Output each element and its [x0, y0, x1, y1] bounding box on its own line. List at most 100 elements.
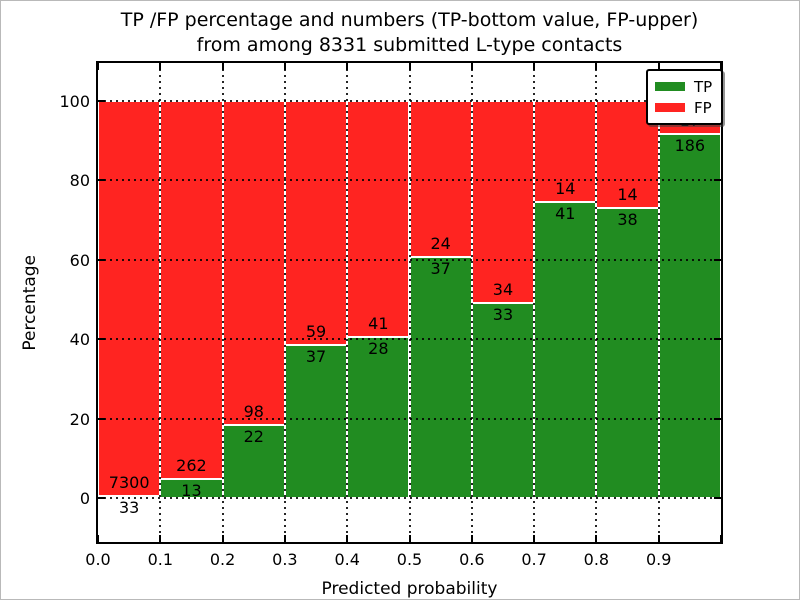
bar-count-label-tp: 33	[118, 498, 140, 517]
x-tick-label: 0.2	[209, 550, 236, 569]
x-tick-label: 0.3	[272, 550, 298, 569]
bar-count-label-tp: 37	[305, 347, 327, 366]
bar-segment-tp	[534, 202, 597, 498]
x-tick-mark	[221, 535, 224, 542]
x-tick-label: 0.9	[645, 550, 672, 569]
bar-count-label-fp: 262	[176, 456, 207, 476]
bar-count-label-fp: 24	[430, 234, 451, 254]
bar-count-label-fp: 14	[617, 184, 638, 204]
bar-segment-tp	[658, 134, 721, 498]
bar-count-label-tp: 28	[368, 338, 389, 358]
chart-title-line1: TP /FP percentage and numbers (TP-bottom…	[120, 9, 699, 31]
gridline-vertical	[657, 63, 660, 542]
chart-title: TP /FP percentage and numbers (TP-bottom…	[98, 8, 721, 58]
bar-count-label-fp: 14	[555, 179, 576, 199]
y-tick-mark-right	[714, 258, 721, 261]
y-tick-mark-right	[714, 338, 721, 341]
y-tick-mark	[98, 258, 105, 261]
bar-segment-tp	[409, 257, 472, 498]
x-tick-mark	[408, 535, 411, 542]
x-tick-mark-top	[470, 63, 473, 70]
x-tick-mark	[346, 535, 349, 542]
bar-segment-fp	[160, 101, 223, 480]
bar-count-label-fp: 98	[243, 402, 264, 422]
x-tick-mark	[657, 535, 660, 542]
bar-segment-tp	[284, 345, 348, 498]
y-tick-mark-right	[714, 179, 721, 182]
legend-label-fp: FP	[694, 98, 712, 117]
gridline-vertical	[470, 63, 473, 542]
y-tick-label: 0	[79, 489, 90, 508]
x-tick-mark-top	[533, 63, 536, 70]
gridline-vertical	[533, 63, 536, 542]
gridline-vertical	[346, 63, 349, 542]
bar-segment-fp	[347, 101, 410, 337]
gridline-vertical	[221, 63, 224, 542]
x-tick-label: 0.8	[583, 550, 610, 569]
y-tick-mark	[98, 497, 105, 499]
x-tick-mark	[595, 535, 598, 542]
y-tick-label: 80	[69, 171, 90, 191]
y-tick-mark	[98, 179, 105, 182]
x-axis-label: Predicted probability	[321, 579, 498, 599]
x-tick-mark-top	[346, 63, 349, 70]
x-tick-label: 0.7	[521, 550, 547, 569]
chart-title-line2: from among 8331 submitted L-type contact…	[196, 34, 623, 56]
y-tick-mark	[98, 338, 105, 341]
x-tick-label: 0.5	[396, 550, 423, 569]
bar-count-label-fp: 7300	[108, 473, 150, 492]
x-tick-mark-top	[283, 63, 286, 70]
y-tick-mark	[98, 417, 105, 420]
x-tick-label: 0.4	[334, 550, 360, 569]
y-tick-label: 40	[69, 330, 90, 350]
legend-swatch-fp-icon	[655, 103, 685, 112]
x-tick-mark	[720, 535, 722, 542]
x-tick-mark-top	[595, 63, 598, 70]
y-tick-mark-right	[714, 497, 721, 499]
y-axis-label: Percentage	[20, 254, 40, 351]
bar-segment-fp	[284, 101, 348, 345]
x-tick-mark	[470, 535, 473, 542]
y-tick-mark	[98, 100, 105, 102]
bar-segment-tp	[471, 302, 535, 498]
bar-count-label-tp: 37	[430, 259, 451, 279]
y-tick-mark-right	[714, 417, 721, 420]
gridline-vertical	[408, 63, 411, 542]
x-tick-mark-top	[221, 63, 224, 70]
bar-segment-fp	[471, 101, 535, 303]
bar-count-label-tp: 33	[492, 304, 514, 324]
bar-segment-fp	[222, 101, 285, 426]
x-tick-mark-top	[720, 63, 722, 70]
bar-count-label-tp: 13	[181, 481, 202, 501]
y-tick-label: 60	[69, 250, 90, 270]
x-tick-mark-top	[159, 63, 162, 70]
bar-count-label-tp: 41	[555, 204, 576, 224]
x-tick-mark-top	[408, 63, 411, 70]
plot-area: 7300 33 262 13 98 22 59 37 41 28 24 37 34 33 14 41 14 38 1…	[20, 61, 724, 599]
x-tick-label: 0.0	[85, 550, 111, 569]
legend-label-tp: TP	[694, 77, 713, 96]
gridline-vertical	[595, 63, 598, 542]
x-tick-mark	[283, 535, 286, 542]
bar-count-label-tp: 186	[674, 136, 706, 156]
y-tick-label: 100	[59, 92, 90, 111]
bar-count-label-fp: 59	[305, 322, 327, 341]
x-tick-mark-top	[657, 63, 660, 70]
x-tick-mark	[159, 535, 162, 542]
bar-segment-tp	[596, 207, 659, 498]
gridline-vertical	[159, 63, 162, 542]
legend: TP FP	[646, 69, 724, 125]
x-tick-mark	[533, 535, 536, 542]
bar-count-label-fp: 41	[368, 313, 389, 333]
x-tick-label: 0.6	[459, 550, 485, 569]
bar-segment-fp	[98, 101, 161, 496]
bar-count-label-tp: 22	[243, 427, 264, 447]
x-tick-label: 0.1	[147, 550, 174, 569]
legend-entry-fp: FP	[655, 97, 712, 118]
legend-swatch-tp-icon	[655, 82, 685, 91]
gridline-vertical	[283, 63, 286, 542]
x-tick-mark	[97, 535, 99, 542]
x-tick-mark-top	[97, 63, 99, 70]
bar-count-label-tp: 38	[617, 209, 638, 229]
